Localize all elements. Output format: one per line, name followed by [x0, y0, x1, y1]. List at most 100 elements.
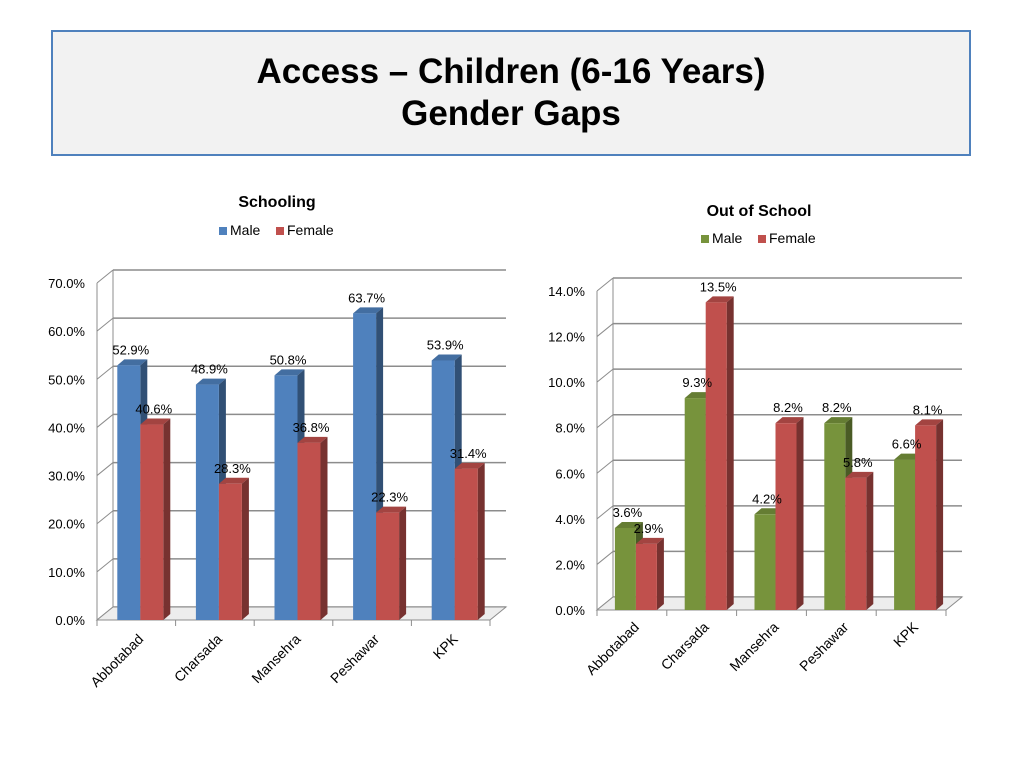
- gridline-depth: [96, 558, 114, 573]
- y-tick-label: 4.0%: [555, 512, 585, 527]
- chart-0-value-labels: 52.9% 40.6% 48.9% 28.3% 50.8% 36.8% 63.7% 22.3%…: [112, 290, 487, 504]
- y-tick-label: 30.0%: [48, 469, 85, 484]
- bar-top-male-kpk: [431, 354, 462, 361]
- value-label-male-charsada: 9.3%: [682, 375, 712, 390]
- gridline-depth: [96, 365, 114, 380]
- bar-male-mansehra: [754, 514, 776, 610]
- y-tick-label: 14.0%: [548, 284, 585, 299]
- value-label-female-abbotabad: 40.6%: [135, 402, 172, 417]
- gridline-depth: [96, 510, 114, 525]
- value-label-female-peshawar: 22.3%: [371, 490, 408, 505]
- bar-female-abbotabad: [140, 424, 164, 620]
- legend-label-0: Male: [230, 222, 261, 238]
- value-label-male-abbotabad: 3.6%: [613, 505, 643, 520]
- y-tick-label: 6.0%: [555, 466, 585, 481]
- chart-title: Out of School: [707, 203, 812, 220]
- bar-side-female-kpk: [936, 419, 944, 610]
- bar-top-male-peshawar: [353, 307, 384, 314]
- bar-female-mansehra: [297, 442, 321, 620]
- bar-top-male-abbotabad: [117, 359, 148, 366]
- bar-side-female-mansehra: [320, 436, 328, 620]
- value-label-female-abbotabad: 2.9%: [634, 521, 664, 536]
- bar-top-male-mansehra: [274, 369, 305, 376]
- bar-male-kpk: [431, 360, 455, 620]
- bar-top-female-charsada: [218, 477, 249, 484]
- chart-0-bars: [117, 307, 485, 620]
- x-category-label-kpk: KPK: [890, 618, 922, 650]
- chart-title: Schooling: [238, 194, 315, 211]
- bar-top-male-abbotabad: [614, 521, 643, 528]
- gridline-depth: [596, 323, 614, 337]
- bar-side-female-abbotabad: [163, 418, 171, 620]
- bar-top-female-mansehra: [297, 436, 328, 443]
- gridline-depth: [596, 414, 614, 429]
- bar-male-abbotabad: [614, 527, 636, 610]
- bar-side-female-charsada: [241, 477, 249, 620]
- x-category-label-abbotabad: Abbotabad: [583, 619, 642, 678]
- value-label-male-kpk: 53.9%: [427, 338, 464, 353]
- y-tick-label: 50.0%: [48, 372, 85, 387]
- y-tick-label: 2.0%: [555, 557, 585, 572]
- x-category-label-kpk: KPK: [430, 630, 462, 662]
- chart-1-bars: [614, 296, 944, 610]
- x-category-label-peshawar: Peshawar: [796, 619, 852, 675]
- bar-top-female-kpk: [454, 462, 485, 469]
- gridline-depth: [596, 368, 614, 383]
- value-label-male-peshawar: 8.2%: [822, 400, 852, 415]
- y-tick-label: 60.0%: [48, 324, 85, 339]
- bar-top-female-peshawar: [845, 471, 874, 478]
- slide-title: Access – Children (6-16 Years): [256, 52, 766, 91]
- gridline-depth: [96, 414, 114, 428]
- bar-female-kpk: [454, 468, 478, 620]
- bar-male-charsada: [195, 384, 219, 620]
- bar-female-peshawar: [845, 477, 867, 610]
- y-tick-label: 10.0%: [48, 565, 85, 580]
- chart-0: 0.0% 10.0% 20.0% 30.0% 40.0% 50.0% 60.0% 70.0% S…: [48, 194, 508, 690]
- legend-label-1: Female: [769, 230, 816, 246]
- y-tick-label: 40.0%: [48, 420, 85, 435]
- bar-male-abbotabad: [117, 365, 141, 620]
- x-category-label-mansehra: Mansehra: [726, 619, 781, 674]
- x-category-label-mansehra: Mansehra: [248, 631, 303, 686]
- value-label-male-peshawar: 63.7%: [348, 290, 385, 305]
- bar-male-mansehra: [274, 375, 298, 620]
- gridline-depth: [596, 551, 614, 565]
- gridline-depth: [96, 317, 114, 332]
- value-label-male-mansehra: 4.2%: [752, 491, 782, 506]
- value-label-female-mansehra: 36.8%: [293, 420, 330, 435]
- bar-female-charsada: [218, 483, 242, 620]
- chart-1-value-labels: 3.6%2.9% 9.3% 13.5% 4.2% 8.2% 8.2% 5.8% 6.6% 8.1…: [613, 279, 943, 536]
- bar-top-female-peshawar: [376, 506, 407, 513]
- chart-legend: Male Female: [701, 230, 816, 246]
- bar-side-female-charsada: [726, 296, 734, 610]
- chart-legend: Male Female: [219, 222, 334, 238]
- y-tick-label: 8.0%: [555, 421, 585, 436]
- gridline-depth: [596, 277, 614, 292]
- legend-label-1: Female: [287, 222, 334, 238]
- value-label-female-peshawar: 5.8%: [843, 455, 873, 470]
- bar-male-peshawar: [353, 313, 377, 620]
- bar-side-female-mansehra: [796, 417, 804, 610]
- value-label-male-abbotabad: 52.9%: [112, 342, 149, 357]
- y-tick-label: 70.0%: [48, 276, 85, 291]
- value-label-male-kpk: 6.6%: [892, 437, 922, 452]
- bar-side-female-peshawar: [399, 506, 407, 620]
- bar-side-female-abbotabad: [656, 537, 664, 610]
- bar-female-mansehra: [775, 423, 797, 610]
- y-tick-label: 0.0%: [555, 603, 585, 618]
- bar-male-kpk: [894, 459, 916, 610]
- bar-female-peshawar: [376, 512, 400, 620]
- x-category-label-charsada: Charsada: [658, 619, 712, 673]
- legend-swatch-1: [758, 235, 766, 243]
- bar-female-abbotabad: [635, 543, 657, 610]
- bar-top-male-charsada: [195, 378, 226, 385]
- x-category-label-charsada: Charsada: [171, 631, 225, 685]
- gridline-depth: [596, 459, 614, 474]
- bar-top-female-mansehra: [775, 417, 804, 424]
- value-label-male-charsada: 48.9%: [191, 362, 228, 377]
- value-label-female-kpk: 8.1%: [913, 402, 943, 417]
- x-category-label-abbotabad: Abbotabad: [87, 631, 146, 690]
- y-tick-label: 20.0%: [48, 517, 85, 532]
- value-label-female-charsada: 28.3%: [214, 461, 251, 476]
